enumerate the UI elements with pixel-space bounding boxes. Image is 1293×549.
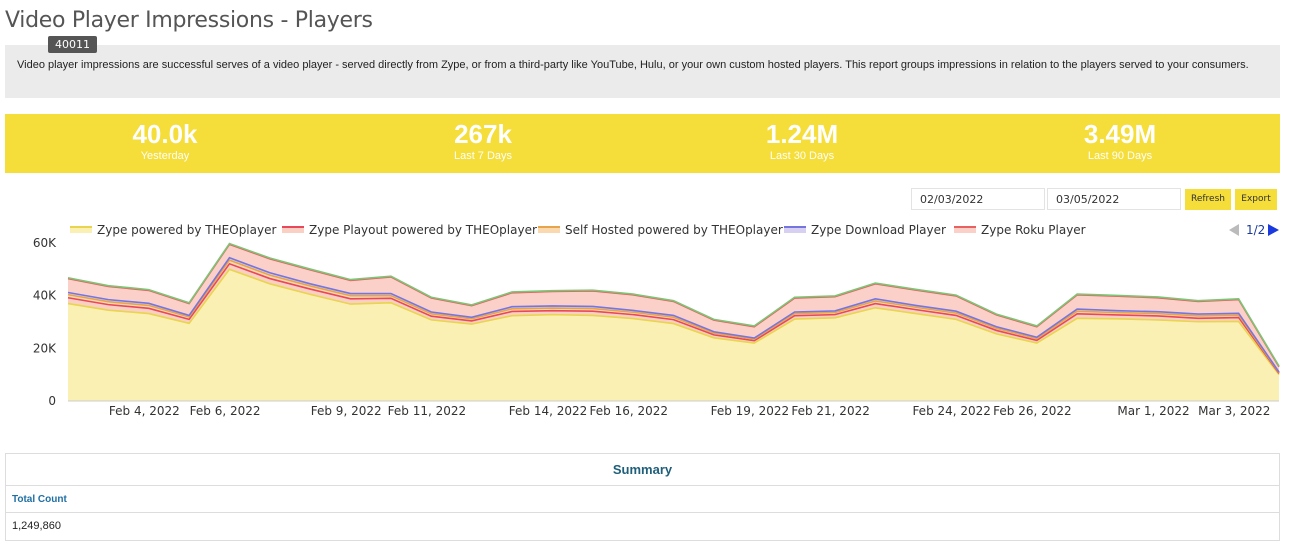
legend-item-label[interactable]: Zype Roku Player [981,223,1086,237]
summary-panel: Summary Total Count 1,249,860 [5,453,1280,541]
x-axis: Feb 4, 2022 Feb 6, 2022 Feb 9, 2022 Feb 11,… [68,400,1279,418]
legend-pager: 1/2 [1229,223,1279,237]
x-tick-label: Feb 9, 2022 [311,404,382,418]
stat-value: 3.49M [1083,119,1157,149]
legend-item-label[interactable]: Self Hosted powered by THEOplayer [565,223,783,237]
stat-label: Last 7 Days [453,150,513,162]
stat-label: Last 90 Days [1087,150,1153,162]
pager-text: 1/2 [1246,223,1265,237]
legend-swatch [954,226,976,233]
legend-swatch [282,226,304,233]
end-date-input[interactable] [1047,188,1181,210]
export-button[interactable]: Export [1235,189,1277,210]
legend-item-label[interactable]: Zype Download Player [811,223,946,237]
refresh-button[interactable]: Refresh [1185,189,1231,210]
x-tick-label: Feb 6, 2022 [190,404,261,418]
y-tick-label: 40K [33,289,57,303]
line-series-0 [67,268,1280,376]
stat-value: 1.24M [765,119,839,149]
y-tick-label: 20K [33,341,57,355]
x-tick-label: Feb 21, 2022 [791,404,870,418]
line-series-5 [67,242,1280,367]
x-tick-label: Feb 24, 2022 [912,404,991,418]
line-series-3 [67,256,1280,373]
legend-swatch [538,226,560,233]
stat-last-7-days: 267k Last 7 Days [383,118,583,163]
page-title: Video Player Impressions - Players [5,8,373,33]
x-tick-label: Mar 3, 2022 [1198,404,1270,418]
stat-yesterday: 40.0k Yesterday [65,118,265,163]
stats-bar: 40.0k Yesterday 267k Last 7 Days 1.24M L… [5,114,1280,173]
description-text: Video player impressions are successful … [17,59,1249,71]
total-count-value: 1,249,860 [12,520,61,532]
chart-areas [68,244,1279,401]
legend-item-label[interactable]: Zype powered by THEOplayer [97,223,276,237]
x-tick-label: Feb 19, 2022 [711,404,790,418]
area-series-4 [68,244,1279,373]
pager-prev-icon[interactable] [1229,224,1239,236]
total-count-label: Total Count [6,486,1279,513]
impressions-chart: Zype powered by THEOplayer Zype Playout p… [33,223,1280,418]
x-tick-label: Feb 11, 2022 [388,404,467,418]
report-description: Video player impressions are successful … [5,45,1280,98]
stat-last-90-days: 3.49M Last 90 Days [1020,118,1220,163]
x-tick-label: Feb 26, 2022 [993,404,1072,418]
area-series-0 [68,269,1279,401]
chart-lines [67,242,1280,376]
summary-title: Summary [6,454,1279,486]
tooltip-badge: 40011 [48,36,97,53]
stat-value: 40.0k [132,119,198,149]
stat-value: 267k [454,119,512,149]
y-tick-label: 0 [48,394,56,408]
y-axis: 0 20K 40K 60K [33,236,57,408]
legend-swatch [70,226,92,233]
start-date-input[interactable] [911,188,1045,210]
chart-legend: Zype powered by THEOplayer Zype Playout p… [70,223,1086,237]
pager-next-icon[interactable] [1268,224,1279,236]
x-tick-label: Feb 16, 2022 [590,404,669,418]
x-tick-label: Feb 14, 2022 [509,404,588,418]
stat-label: Yesterday [140,150,190,162]
line-series-2 [67,259,1280,374]
x-tick-label: Feb 4, 2022 [109,404,180,418]
legend-swatch [784,226,806,233]
stat-label: Last 30 Days [769,150,835,162]
stat-last-30-days: 1.24M Last 30 Days [702,118,902,163]
legend-item-label[interactable]: Zype Playout powered by THEOplayer [309,223,537,237]
x-tick-label: Mar 1, 2022 [1117,404,1189,418]
line-series-1 [67,262,1280,374]
y-tick-label: 60K [33,236,57,250]
